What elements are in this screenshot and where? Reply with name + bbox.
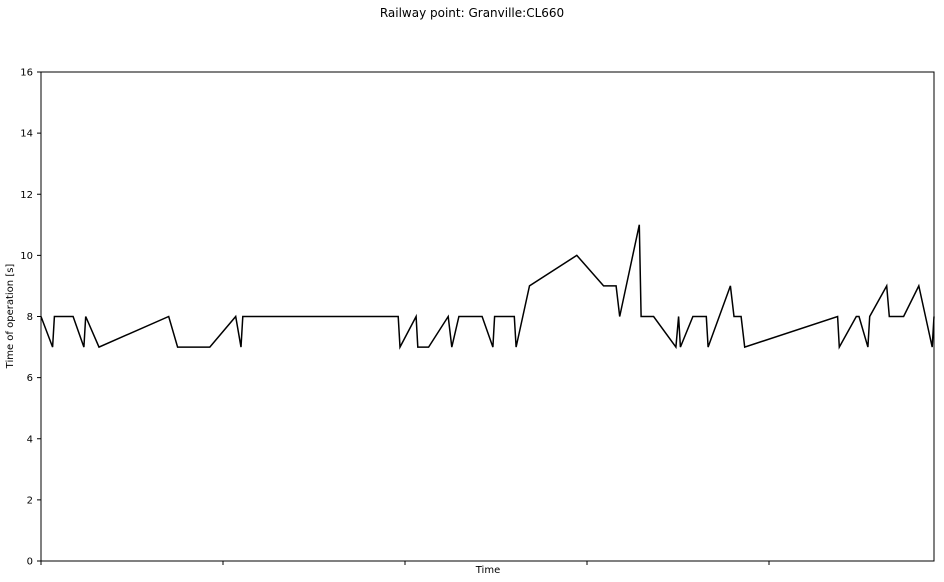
chart-title: Railway point: Granville:CL660 [380, 6, 564, 20]
y-axis-label: Time of operation [s] [5, 264, 16, 370]
y-tick-label: 4 [27, 434, 33, 445]
y-tick-label: 14 [20, 129, 33, 140]
y-tick-label: 6 [27, 373, 33, 384]
series-line [40, 224, 935, 350]
y-tick-label: 10 [20, 251, 33, 262]
x-axis-ticks [40, 561, 770, 565]
y-tick-label: 16 [20, 68, 33, 79]
y-axis-ticks: 0 2 4 6 8 10 12 14 16 [20, 68, 41, 568]
y-tick-label: 12 [20, 190, 33, 201]
y-tick-label: 0 [27, 557, 33, 568]
y-tick-label: 8 [27, 312, 33, 323]
plot-area-frame [40, 71, 935, 562]
y-tick-label: 2 [27, 495, 33, 506]
x-axis-label: Time [475, 565, 500, 576]
